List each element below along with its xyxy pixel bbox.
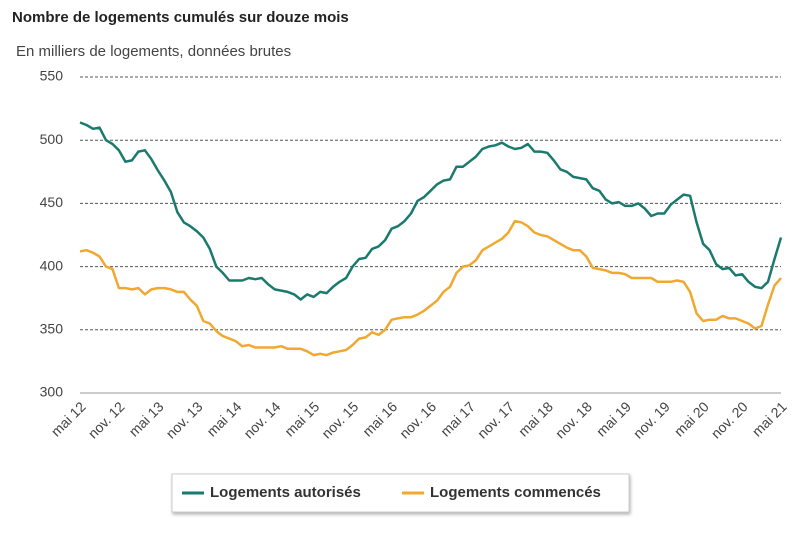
y-tick-label: 400 (40, 257, 64, 273)
legend-label: Logements autorisés (210, 484, 361, 501)
chart-title: Nombre de logements cumulés sur douze mo… (12, 9, 349, 26)
x-tick-label: mai 14 (203, 398, 244, 439)
x-tick-label: nov. 12 (85, 398, 128, 441)
x-tick-label: mai 18 (515, 398, 556, 439)
legend-label: Logements commencés (430, 484, 601, 501)
x-tick-label: mai 19 (593, 398, 634, 439)
x-tick-label: nov. 13 (163, 398, 206, 441)
x-tick-label: mai 15 (281, 398, 322, 439)
x-tick-label: nov. 14 (240, 398, 283, 441)
x-tick-label: nov. 19 (630, 398, 673, 441)
x-tick-label: nov. 17 (474, 398, 517, 441)
x-tick-label: mai 16 (359, 398, 400, 439)
x-tick-label: nov. 16 (396, 398, 439, 441)
y-tick-label: 300 (40, 384, 64, 400)
series-line (79, 121, 783, 301)
x-tick-label: nov. 18 (552, 398, 595, 441)
y-tick-label: 550 (40, 68, 64, 84)
y-tick-label: 450 (40, 194, 64, 210)
x-tick-label: mai 13 (126, 398, 167, 439)
chart-subtitle: En milliers de logements, données brutes (16, 43, 291, 60)
x-tick-label: mai 21 (749, 398, 790, 439)
x-tick-label: nov. 15 (318, 398, 361, 441)
legend-box (171, 473, 630, 513)
x-tick-label: mai 17 (437, 398, 478, 439)
series-line (79, 219, 782, 357)
x-tick-label: mai 20 (671, 398, 712, 439)
y-tick-label: 500 (40, 131, 64, 147)
y-tick-label: 350 (40, 321, 64, 337)
x-tick-label: mai 12 (48, 398, 89, 439)
x-tick-label: nov. 20 (708, 398, 751, 441)
